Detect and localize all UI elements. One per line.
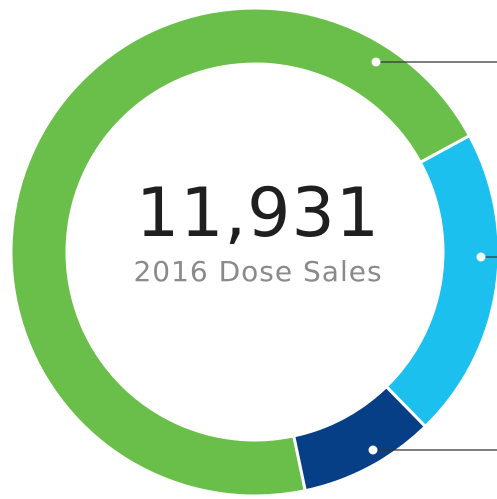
leader-dots (368, 57, 486, 455)
slice (291, 384, 428, 493)
total: 11,931 (136, 174, 380, 253)
leader-dot (476, 252, 486, 262)
donut (9, 6, 497, 498)
subtitle: 2016 Dose Sales (133, 255, 382, 288)
leader-dot (371, 57, 381, 67)
slice (9, 6, 472, 498)
slice (384, 133, 497, 429)
leader-dot (368, 445, 378, 455)
